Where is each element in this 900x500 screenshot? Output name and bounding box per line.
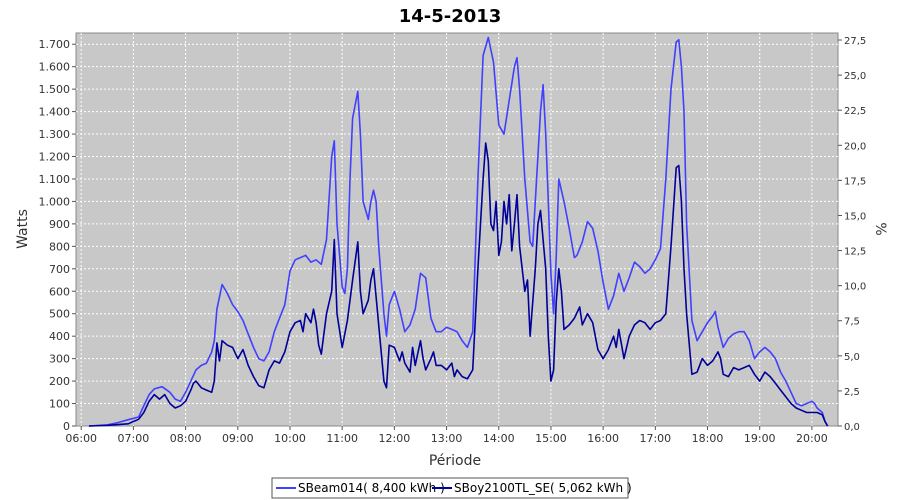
y-tick-label: 1.300	[39, 128, 71, 141]
plot-background	[75, 32, 839, 427]
legend: SBeam014( 8,400 kWh ) SBoy2100TL_SE( 5,0…	[271, 477, 632, 499]
y-tick-label: 0	[63, 420, 70, 433]
y2-tick-label: 22,5	[844, 106, 866, 117]
y-tick-label: 700	[49, 263, 70, 276]
x-tick-label: 12:00	[379, 432, 411, 445]
y2-tick-label: 20,0	[844, 141, 866, 152]
series-layer	[88, 36, 829, 427]
y2-tick-label: 25,0	[844, 71, 866, 82]
y-tick-label: 200	[49, 375, 70, 388]
y-tick-label: 900	[49, 218, 70, 231]
y-tick-label: 1.100	[39, 173, 71, 186]
y-tick-label: 1.500	[39, 83, 71, 96]
x-axis-title: Période	[429, 453, 481, 469]
y2-tick-label: 10,0	[844, 282, 866, 293]
y2-tick-label: 0,0	[844, 422, 860, 433]
y-tick-label: 1.000	[39, 195, 71, 208]
y-tick-label: 1.600	[39, 61, 71, 74]
y-tick-label: 600	[49, 285, 70, 298]
y2-axis-title: %	[872, 222, 888, 235]
x-tick-label: 13:00	[431, 432, 463, 445]
x-tick-label: 19:00	[744, 432, 776, 445]
x-tick-label: 14:00	[483, 432, 515, 445]
y-tick-label: 800	[49, 240, 70, 253]
y2-tick-label: 17,5	[844, 176, 866, 187]
y2-tick-label: 7,5	[844, 317, 860, 328]
y-axis-title: Watts	[15, 209, 31, 249]
y-tick-label: 100	[49, 398, 70, 411]
y-axis-ticks: 0 100 200 300 400 500 600 700 800 900 1.000 1.100 1.…	[39, 38, 76, 433]
x-tick-label: 17:00	[639, 432, 671, 445]
y2-tick-label: 15,0	[844, 211, 866, 222]
series-line-2	[88, 142, 829, 427]
x-tick-label: 18:00	[692, 432, 724, 445]
y-tick-label: 500	[49, 308, 70, 321]
y-tick-label: 1.400	[39, 106, 71, 119]
y2-tick-label: 27,5	[844, 36, 866, 47]
x-tick-label: 11:00	[326, 432, 358, 445]
series-line-1	[88, 36, 829, 427]
x-tick-label: 20:00	[796, 432, 828, 445]
y-tick-label: 300	[49, 353, 70, 366]
y-tick-label: 1.200	[39, 151, 71, 164]
x-tick-label: 15:00	[535, 432, 567, 445]
legend-label-1: SBeam014( 8,400 kWh )	[298, 481, 445, 495]
x-tick-label: 16:00	[587, 432, 619, 445]
x-tick-label: 09:00	[222, 432, 254, 445]
chart-title: 14-5-2013	[399, 6, 502, 27]
gridlines	[76, 33, 838, 426]
y2-tick-label: 2,5	[844, 387, 860, 398]
y-tick-label: 400	[49, 330, 70, 343]
x-tick-label: 06:00	[65, 432, 97, 445]
y-tick-label: 1.700	[39, 38, 71, 51]
x-tick-label: 08:00	[170, 432, 202, 445]
y2-tick-label: 5,0	[844, 352, 860, 363]
x-tick-label: 07:00	[118, 432, 150, 445]
x-tick-label: 10:00	[274, 432, 306, 445]
y2-tick-label: 12,5	[844, 247, 866, 258]
legend-label-2: SBoy2100TL_SE( 5,062 kWh )	[454, 481, 632, 495]
x-axis-ticks: 06:00 07:00 08:00 09:00 10:00 11:00 12:00 13:00…	[65, 426, 828, 445]
y2-axis-ticks: 0,0 2,5 5,0 7,5 10,0 12,5 15,0 17,5 20,0 22,5 25,0…	[838, 36, 866, 433]
